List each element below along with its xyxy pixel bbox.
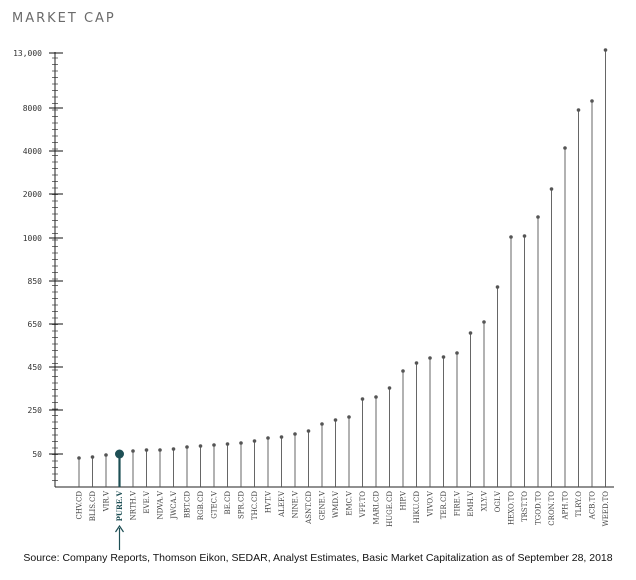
- y-tick-label: 1000: [23, 234, 42, 243]
- x-tick-label: CHV.CD: [76, 491, 84, 520]
- point-eve-v: [145, 448, 149, 452]
- point-emc-v: [347, 415, 351, 419]
- market-cap-chart: 13,000 8000 4000 2000 1000 850 650 450 250 50 CHV…: [0, 0, 636, 580]
- point-vivo-v: [428, 356, 432, 360]
- x-tick-label: APH.TO: [562, 491, 570, 521]
- point-tgod-to: [536, 215, 540, 219]
- x-tick-label: VIVO.V: [427, 490, 435, 517]
- category-labels: CHV.CD BLIS.CD VIR.V PURE.V NRTH.V EVE.V NDVA.…: [76, 490, 611, 527]
- x-tick-label: BLIS.CD: [89, 491, 97, 522]
- x-tick-label: VFF.TO: [359, 491, 367, 519]
- y-tick-label: 8000: [23, 104, 42, 113]
- point-huge-cd: [388, 386, 392, 390]
- point-cron-to: [550, 187, 554, 191]
- x-tick-label: TLRY.O: [575, 491, 583, 517]
- point-wmd-v: [334, 418, 338, 422]
- x-tick-label: BBT.CD: [184, 491, 192, 519]
- x-tick-label: RGB.CD: [197, 491, 205, 521]
- y-tick-label: 2000: [23, 190, 42, 199]
- highlight-arrow: [116, 526, 124, 550]
- point-asnt-cd: [307, 429, 311, 433]
- x-tick-label: NINE.V: [292, 490, 300, 518]
- x-tick-label: OGI.V: [494, 490, 502, 512]
- point-aph-to: [563, 146, 567, 150]
- x-tick-label: ALEF.V: [278, 490, 286, 518]
- x-tick-label: ACB.TO: [589, 491, 597, 520]
- point-hexo-to: [509, 235, 513, 239]
- y-tick-label: 650: [28, 320, 43, 329]
- point-gtec-v: [212, 443, 216, 447]
- y-axis: 13,000 8000 4000 2000 1000 850 650 450 250 50: [13, 49, 614, 487]
- x-tick-label: WEED.TO: [602, 491, 610, 527]
- x-tick-label: EMC.V: [346, 490, 354, 516]
- point-vff-to: [361, 397, 365, 401]
- x-tick-label: HVT.V: [265, 490, 273, 513]
- point-hiku-cd: [415, 361, 419, 365]
- source-note: Source: Company Reports, Thomson Eikon, …: [0, 552, 636, 564]
- y-tick-label: 13,000: [13, 49, 42, 58]
- point-bbt-cd: [185, 445, 189, 449]
- point-thc-cd: [253, 439, 257, 443]
- point-ogi-v: [496, 285, 500, 289]
- point-be-cd: [226, 442, 230, 446]
- x-tick-label: TRST.TO: [521, 491, 529, 522]
- point-alef-v: [280, 435, 284, 439]
- point-acb-to: [590, 99, 594, 103]
- x-tick-label: HEXO.TO: [508, 491, 516, 525]
- point-emh-v: [469, 331, 473, 335]
- point-hvt-v: [266, 436, 270, 440]
- point-tlry-o: [577, 108, 581, 112]
- x-tick-label: ASNT.CD: [305, 491, 313, 525]
- x-tick-label: THC.CD: [251, 491, 259, 520]
- x-tick-label: BE.CD: [224, 491, 232, 515]
- y-tick-label: 50: [32, 450, 42, 459]
- x-tick-label: NRTH.V: [130, 490, 138, 520]
- x-tick-label: JWCA.V: [170, 490, 178, 520]
- point-vir-v: [104, 453, 108, 457]
- point-hip-v: [401, 369, 405, 373]
- point-nine-v: [293, 432, 297, 436]
- x-tick-label: HUGE.CD: [386, 491, 394, 527]
- x-tick-label: GENE.V: [319, 490, 327, 520]
- x-tick-label: WMD.V: [332, 490, 340, 518]
- point-pure-v: [115, 450, 124, 459]
- point-mari-cd: [374, 395, 378, 399]
- x-tick-label: VIR.V: [103, 490, 111, 512]
- point-trst-to: [523, 234, 527, 238]
- y-tick-label: 4000: [23, 147, 42, 156]
- x-tick-label: MARI.CD: [373, 491, 381, 525]
- x-tick-label: HIP.V: [400, 490, 408, 510]
- lollipop-marks: [77, 48, 607, 487]
- x-tick-label: TER.CD: [440, 491, 448, 520]
- x-tick-label: CRON.TO: [548, 491, 556, 526]
- point-ndva-v: [158, 448, 162, 452]
- x-tick-label: PURE.V: [115, 490, 124, 521]
- x-tick-label: EVE.V: [143, 490, 151, 514]
- x-tick-label: NDVA.V: [157, 490, 165, 519]
- point-xly-v: [482, 320, 486, 324]
- point-nrth-v: [131, 449, 135, 453]
- y-tick-label: 850: [28, 277, 43, 286]
- point-ter-cd: [442, 355, 446, 359]
- x-tick-label: SPR.CD: [238, 491, 246, 519]
- y-tick-label: 450: [28, 363, 43, 372]
- x-tick-label: FIRE.V: [454, 490, 462, 516]
- point-jwca-v: [172, 447, 176, 451]
- x-tick-label: HIKU.CD: [413, 491, 421, 524]
- point-fire-v: [455, 351, 459, 355]
- point-spr-cd: [239, 441, 243, 445]
- point-weed-to: [604, 48, 608, 52]
- x-tick-label: TGOD.TO: [535, 491, 543, 525]
- x-tick-label: GTEC.V: [211, 490, 219, 519]
- y-tick-label: 250: [28, 406, 43, 415]
- point-rgb-cd: [199, 444, 203, 448]
- x-tick-label: EMH.V: [467, 490, 475, 517]
- point-blis-cd: [91, 455, 95, 459]
- point-gene-v: [320, 422, 324, 426]
- point-chv-cd: [77, 456, 81, 460]
- x-tick-label: XLY.V: [481, 490, 489, 511]
